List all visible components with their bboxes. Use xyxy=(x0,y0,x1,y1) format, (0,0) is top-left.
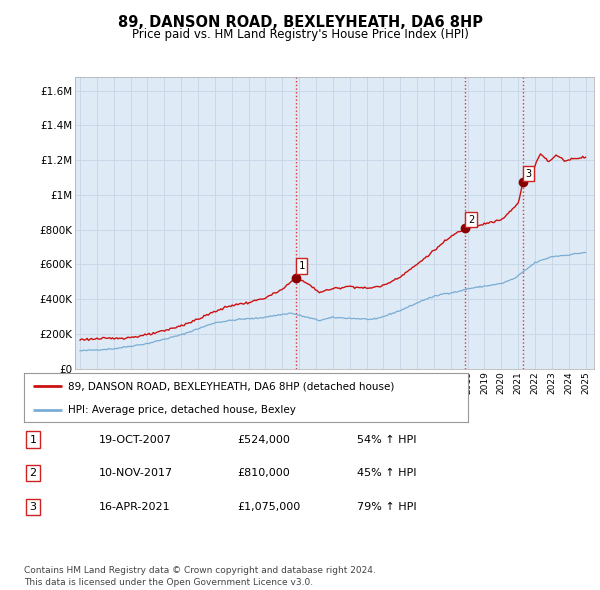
Text: £810,000: £810,000 xyxy=(237,468,290,478)
Text: 89, DANSON ROAD, BEXLEYHEATH, DA6 8HP (detached house): 89, DANSON ROAD, BEXLEYHEATH, DA6 8HP (d… xyxy=(68,381,395,391)
Text: 2: 2 xyxy=(468,215,474,225)
Text: 45% ↑ HPI: 45% ↑ HPI xyxy=(357,468,416,478)
Text: £524,000: £524,000 xyxy=(237,435,290,444)
Text: £1,075,000: £1,075,000 xyxy=(237,502,300,512)
Text: 19-OCT-2007: 19-OCT-2007 xyxy=(99,435,172,444)
Text: Contains HM Land Registry data © Crown copyright and database right 2024.
This d: Contains HM Land Registry data © Crown c… xyxy=(24,566,376,587)
Text: Price paid vs. HM Land Registry's House Price Index (HPI): Price paid vs. HM Land Registry's House … xyxy=(131,28,469,41)
Text: 89, DANSON ROAD, BEXLEYHEATH, DA6 8HP: 89, DANSON ROAD, BEXLEYHEATH, DA6 8HP xyxy=(118,15,482,30)
Text: 79% ↑ HPI: 79% ↑ HPI xyxy=(357,502,416,512)
Text: 2: 2 xyxy=(29,468,37,478)
Text: 16-APR-2021: 16-APR-2021 xyxy=(99,502,170,512)
Text: 3: 3 xyxy=(29,502,37,512)
Text: 54% ↑ HPI: 54% ↑ HPI xyxy=(357,435,416,444)
Text: 1: 1 xyxy=(298,261,305,271)
Text: HPI: Average price, detached house, Bexley: HPI: Average price, detached house, Bexl… xyxy=(68,405,296,415)
Text: 1: 1 xyxy=(29,435,37,444)
Text: 10-NOV-2017: 10-NOV-2017 xyxy=(99,468,173,478)
Text: 3: 3 xyxy=(526,169,532,179)
